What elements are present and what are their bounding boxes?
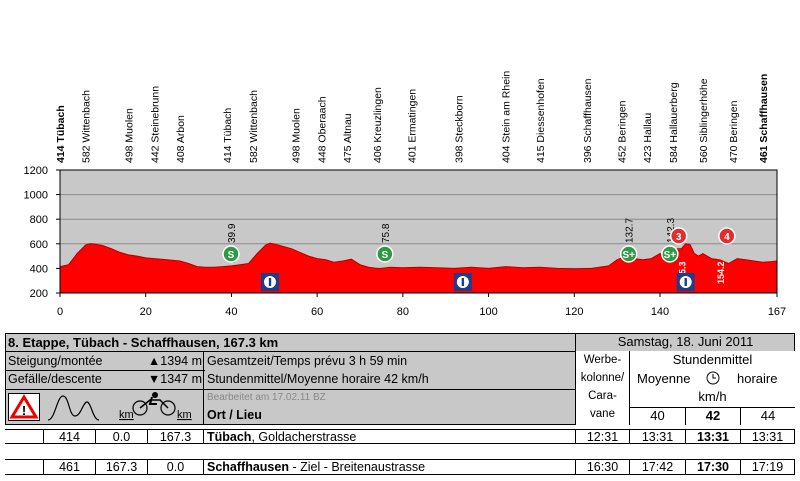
town-label: 448 Oberaach xyxy=(316,96,328,163)
sprint-km-label: 142.3 xyxy=(666,218,677,243)
caravan-header: Werbe- kolonne/ Cara- vane xyxy=(576,351,629,425)
x-tick-label: 140 xyxy=(651,306,669,318)
town-label: 498 Muolen xyxy=(124,108,136,163)
climb-marker-icon xyxy=(669,227,688,245)
divider xyxy=(629,351,630,425)
divider xyxy=(5,389,575,390)
divider xyxy=(685,407,686,425)
avg-speed: Stundenmittel/Moyenne horaire 42 km/h xyxy=(207,372,429,386)
sprint-marker-icon xyxy=(619,245,638,263)
sprint-symbol: S xyxy=(228,250,235,261)
cyclist-km-icon: km km xyxy=(105,390,197,425)
x-tick-label: 40 xyxy=(225,306,237,318)
y-tick-label: 200 xyxy=(30,288,48,300)
town-label: 475 Altnau xyxy=(342,113,354,163)
town-label: 470 Beringen xyxy=(728,100,740,163)
horaire-label: horaire xyxy=(737,371,778,386)
total-time: Gesamtzeit/Temps prévu 3 h 59 min xyxy=(207,354,408,368)
climb-category: 4 xyxy=(724,232,730,243)
x-tick-label: 20 xyxy=(140,306,152,318)
table-row: 414 0.0 167.3 Tübach, Goldacherstrasse 1… xyxy=(5,429,795,444)
x-tick-label: 60 xyxy=(311,306,323,318)
sprint-symbol: S+ xyxy=(664,250,677,261)
climb-value: ▲1394 m xyxy=(147,354,202,368)
y-tick-label: 400 xyxy=(30,263,48,275)
x-tick-label: 0 xyxy=(57,306,63,318)
clock-icon xyxy=(705,370,721,386)
climb-km-label: 145.3 xyxy=(678,261,688,284)
town-label: 414 Tübach xyxy=(222,108,234,163)
elevation-area xyxy=(59,242,778,294)
profile-icon xyxy=(45,390,101,425)
y-tick-label: 800 xyxy=(30,214,48,226)
divider xyxy=(575,351,576,425)
town-label: 404 Stein am Rhein xyxy=(501,71,513,163)
town-label: 423 Hallau xyxy=(642,113,654,163)
sprint-km-label: 132.7 xyxy=(625,218,636,243)
y-tick-label: 600 xyxy=(30,239,48,251)
stage-title: 8. Etappe, Tübach - Schaffhausen, 167.3 … xyxy=(8,335,279,350)
speed-header xyxy=(630,351,795,425)
town-label: 442 Steinebrunn xyxy=(149,86,161,163)
descent-label: Gefälle/descente xyxy=(8,372,102,386)
sprint-km-label: 75.8 xyxy=(381,223,392,243)
svg-text:!: ! xyxy=(22,403,26,418)
town-label: 582 Wittenbach xyxy=(81,90,93,163)
moyenne-label: Moyenne xyxy=(637,371,691,386)
town-label: 498 Muolen xyxy=(291,108,303,163)
town-label: 396 Schaffhausen xyxy=(582,78,594,163)
divider xyxy=(203,351,204,425)
kmh-label: km/h xyxy=(698,389,727,404)
x-tick-label: 80 xyxy=(397,306,409,318)
town-label: 582 Wittenbach xyxy=(248,90,260,163)
svg-text:km: km xyxy=(119,409,134,421)
svg-text:km: km xyxy=(177,409,192,421)
feed-zone-bar xyxy=(684,278,687,286)
speed-44: 44 xyxy=(760,408,776,423)
climb-label: Steigung/montée xyxy=(8,354,103,368)
climb-category: 3 xyxy=(676,232,682,243)
divider xyxy=(5,351,795,352)
town-label: 406 Kreuzlingen xyxy=(372,87,384,163)
x-tick-label: 120 xyxy=(565,306,583,318)
town-label: 560 Siblingerhöhe xyxy=(698,78,710,163)
divider xyxy=(630,407,795,408)
sprint-marker-icon xyxy=(376,245,394,263)
edited-note: Bearbeitet am 17.02.11 BZ xyxy=(207,392,326,403)
plot-frame xyxy=(59,169,778,294)
sprint-marker-icon xyxy=(661,245,679,263)
sprint-km-label: 39.9 xyxy=(227,223,238,243)
sprint-symbol: S+ xyxy=(622,250,635,261)
x-tick-label: 100 xyxy=(479,306,497,318)
stage-date: Samstag, 18. Juni 2011 xyxy=(575,333,795,351)
divider xyxy=(5,370,205,371)
descent-value: ▼1347 m xyxy=(147,372,202,386)
elevation-profile-chart: 200 400 600 800 1000 1200 0 20 40 60 80 100 120 140 16… xyxy=(24,71,787,318)
town-label: 408 Arbon xyxy=(175,115,187,163)
town-label: 401 Ermatingen xyxy=(406,89,418,163)
y-tick-label: 1000 xyxy=(24,190,48,202)
x-tick-label: 167 xyxy=(768,306,786,318)
speed-40: 40 xyxy=(650,408,665,423)
warning-icon: ! xyxy=(8,393,40,421)
table-row: 461 167.3 0.0 Schaffhausen - Ziel - Brei… xyxy=(5,459,795,475)
y-tick-label: 1200 xyxy=(24,165,48,177)
sprint-symbol: S xyxy=(382,250,389,261)
speed-42: 42 xyxy=(705,408,721,423)
town-label: 461 Schaffhausen xyxy=(758,74,770,163)
stage-info-table: 8. Etappe, Tübach - Schaffhausen, 167.3 … xyxy=(5,333,795,478)
place-header: Ort / Lieu xyxy=(207,408,262,422)
divider xyxy=(740,407,741,425)
town-label: 398 Steckborn xyxy=(454,95,466,163)
sprint-marker-icon xyxy=(222,245,240,263)
town-label: 415 Diessenhofen xyxy=(535,78,547,163)
feed-zone-bar xyxy=(268,278,272,286)
feed-zone-bar xyxy=(461,278,465,286)
speed-title: Stundenmittel xyxy=(672,352,753,367)
climb-km-label: 154.2 xyxy=(716,261,726,284)
town-label: 584 Hallauerberg xyxy=(668,82,680,163)
town-label: 414 Tübach xyxy=(55,105,67,163)
town-label: 452 Beringen xyxy=(616,100,628,163)
climb-marker-icon xyxy=(718,227,736,245)
